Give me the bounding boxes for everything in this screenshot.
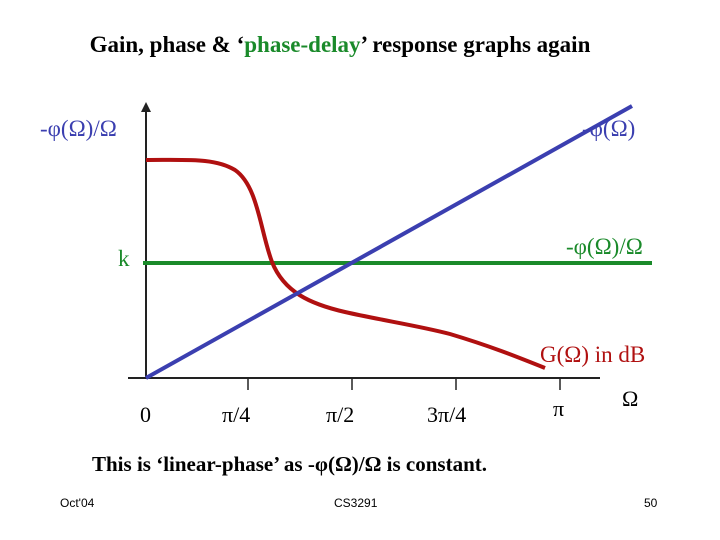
- x-tick-label-pi-2: π/2: [326, 402, 355, 427]
- phase-line: [145, 104, 633, 380]
- phase-line-label: -φ(Ω): [582, 116, 636, 141]
- gain-curve: [145, 157, 546, 370]
- x-tick-label-3pi-4: 3π/4: [427, 402, 467, 427]
- title-part-3: ’ response graphs again: [360, 32, 591, 57]
- x-tick-label-0: 0: [140, 402, 151, 427]
- x-tick-label-pi-4: π/4: [222, 402, 251, 427]
- y-axis-arrow: [141, 102, 151, 112]
- x-axis-symbol: Ω: [622, 386, 639, 411]
- y-axis-label: -φ(Ω)/Ω: [40, 116, 117, 141]
- gain-curve-label: G(Ω) in dB: [540, 342, 646, 367]
- footer-page-number: 50: [644, 496, 658, 510]
- slide-title: Gain, phase & ‘phase-delay’ response gra…: [0, 32, 680, 58]
- title-part-1: Gain, phase & ‘: [89, 32, 245, 57]
- footer-course: CS3291: [334, 496, 378, 510]
- k-label: k: [118, 246, 130, 271]
- caption: This is ‘linear-phase’ as -φ(Ω)/Ω is con…: [92, 452, 488, 476]
- title-highlight: phase-delay: [244, 32, 361, 57]
- footer-date: Oct'04: [60, 496, 95, 510]
- phase-delay-label: -φ(Ω)/Ω: [566, 234, 643, 259]
- x-tick-label-pi: π: [553, 396, 565, 421]
